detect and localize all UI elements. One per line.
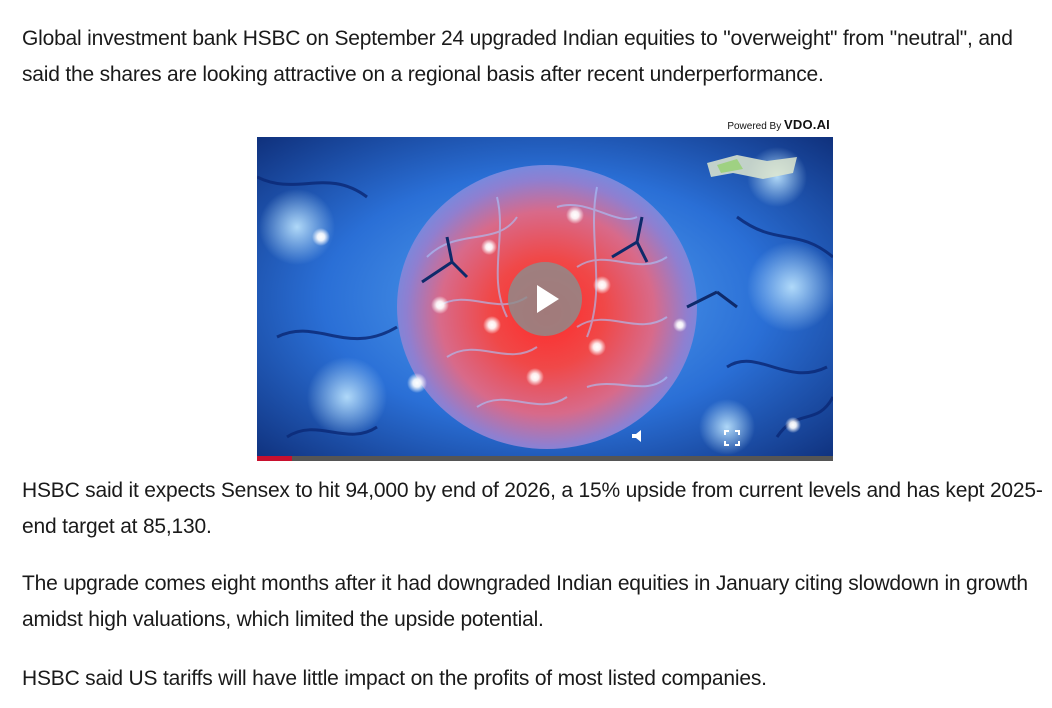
play-icon [537, 285, 559, 313]
play-button[interactable] [508, 262, 582, 336]
vdo-ai-logo-icon [707, 155, 797, 179]
article-paragraph-1: Global investment bank HSBC on September… [22, 27, 1013, 86]
video-player[interactable] [257, 137, 833, 461]
video-thumbnail [257, 137, 833, 461]
powered-by-vdo-ai[interactable]: Powered By VDO.AI [708, 117, 830, 135]
fullscreen-icon[interactable] [724, 430, 740, 446]
article-paragraph-4: HSBC said US tariffs will have little im… [22, 667, 767, 690]
video-progress-fill [257, 456, 292, 461]
powered-by-label: Powered By [727, 121, 782, 132]
powered-by-brand: VDO.AI [784, 117, 830, 132]
article-paragraph-3: The upgrade comes eight months after it … [22, 572, 1028, 631]
video-progress-bar[interactable] [257, 456, 833, 461]
article-paragraph-2: HSBC said it expects Sensex to hit 94,00… [22, 479, 1043, 538]
volume-icon[interactable] [630, 428, 646, 444]
